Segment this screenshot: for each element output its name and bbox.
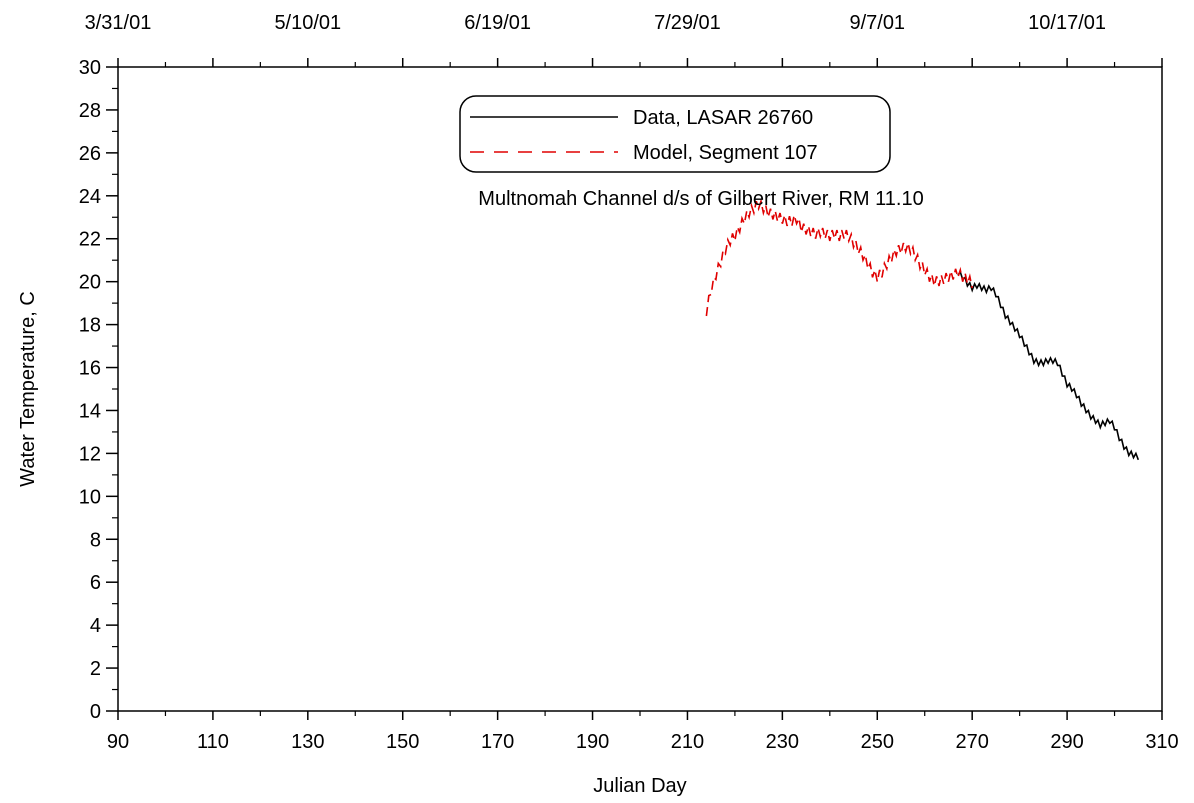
y-tick-label-12: 12 xyxy=(79,443,101,465)
x-tick-label-230: 230 xyxy=(766,731,799,753)
x-tick-label-190: 190 xyxy=(576,731,609,753)
y-tick-label-18: 18 xyxy=(79,315,101,337)
x-tick-label-210: 210 xyxy=(671,731,704,753)
legend-box xyxy=(459,95,891,173)
top-date-label: 6/19/01 xyxy=(464,12,531,34)
series-line-data xyxy=(957,270,1140,461)
y-tick-label-4: 4 xyxy=(90,615,101,637)
x-tick-label-310: 310 xyxy=(1145,731,1178,753)
legend: Data, LASAR 26760 Model, Segment 107 xyxy=(459,95,891,173)
y-tick-label-8: 8 xyxy=(90,529,101,551)
y-tick-label-20: 20 xyxy=(79,272,101,294)
x-tick-label-110: 110 xyxy=(197,731,229,753)
top-date-label: 7/29/01 xyxy=(654,12,721,34)
y-tick-label-22: 22 xyxy=(79,229,101,251)
chart-annotation: Multnomah Channel d/s of Gilbert River, … xyxy=(478,188,923,210)
y-tick-label-24: 24 xyxy=(79,186,101,208)
x-tick-label-90: 90 xyxy=(107,731,129,753)
x-tick-label-150: 150 xyxy=(386,731,419,753)
x-tick-label-270: 270 xyxy=(955,731,988,753)
top-date-label: 10/17/01 xyxy=(1028,12,1106,34)
x-tick-label-250: 250 xyxy=(861,731,894,753)
top-date-label: 5/10/01 xyxy=(274,12,341,34)
legend-entry-data: Data, LASAR 26760 xyxy=(633,107,813,129)
y-tick-label-6: 6 xyxy=(90,572,101,594)
y-tick-label-14: 14 xyxy=(79,400,101,422)
top-date-label: 9/7/01 xyxy=(849,12,905,34)
y-tick-label-30: 30 xyxy=(79,57,101,79)
x-axis-title: Julian Day xyxy=(593,775,686,797)
y-tick-label-26: 26 xyxy=(79,143,101,165)
legend-entry-model: Model, Segment 107 xyxy=(633,142,818,164)
y-axis-title: Water Temperature, C xyxy=(17,291,39,487)
y-tick-label-2: 2 xyxy=(90,658,101,680)
y-tick-label-28: 28 xyxy=(79,100,101,122)
top-date-label: 3/31/01 xyxy=(85,12,152,34)
y-tick-label-0: 0 xyxy=(90,701,101,723)
x-tick-label-290: 290 xyxy=(1050,731,1083,753)
x-tick-label-170: 170 xyxy=(481,731,514,753)
series-line-model xyxy=(705,198,973,317)
y-tick-label-10: 10 xyxy=(79,486,101,508)
x-tick-label-130: 130 xyxy=(291,731,324,753)
y-tick-label-16: 16 xyxy=(79,358,101,380)
